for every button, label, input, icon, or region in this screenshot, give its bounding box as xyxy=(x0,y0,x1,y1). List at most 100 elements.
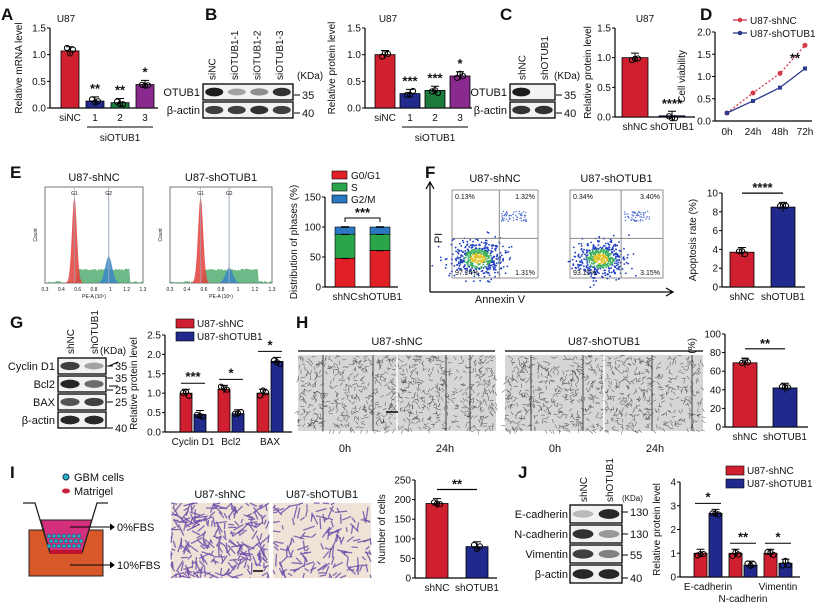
cell xyxy=(490,389,494,393)
cell xyxy=(304,373,308,377)
data-point xyxy=(453,74,461,81)
group-title: U87-shNC xyxy=(371,336,422,348)
event-dot xyxy=(512,217,515,219)
data-point xyxy=(725,110,729,115)
cell xyxy=(511,361,515,366)
cell xyxy=(607,405,610,410)
event-dot xyxy=(515,210,517,213)
cell xyxy=(501,424,506,427)
cell xyxy=(460,409,464,414)
cell xyxy=(413,354,418,358)
event-dot xyxy=(516,216,518,219)
cell xyxy=(556,430,562,432)
stained-cell xyxy=(208,511,216,518)
cell xyxy=(575,423,578,428)
event-dot xyxy=(470,260,473,263)
data-point xyxy=(262,389,270,396)
stained-cell xyxy=(291,518,295,526)
event-dot xyxy=(524,215,527,217)
cell xyxy=(463,404,467,408)
cell xyxy=(588,385,592,390)
stained-cell xyxy=(315,507,327,513)
cell xyxy=(311,355,316,358)
y-tick-label: 20 xyxy=(710,404,722,415)
cell xyxy=(359,426,365,429)
cell xyxy=(335,393,338,398)
cell xyxy=(377,406,382,408)
x-tick-label: shNC xyxy=(622,122,647,133)
cell xyxy=(336,425,341,429)
y-tick-label: 0 xyxy=(670,573,676,584)
stained-cell xyxy=(265,520,270,529)
cell xyxy=(359,361,361,366)
event-dot xyxy=(461,239,464,242)
cell xyxy=(338,378,343,382)
cell xyxy=(303,398,306,403)
cell xyxy=(626,374,628,379)
data-point xyxy=(776,202,784,210)
cell xyxy=(375,376,380,378)
event-dot xyxy=(494,249,497,252)
cell xyxy=(488,427,491,431)
cell xyxy=(668,386,673,389)
blot-j-0 xyxy=(569,504,623,524)
cell xyxy=(588,355,592,359)
event-dot xyxy=(472,280,475,283)
event-dot xyxy=(492,266,495,268)
cell xyxy=(659,394,663,397)
cell xyxy=(575,355,578,360)
event-dot xyxy=(577,242,580,245)
event-dot xyxy=(458,242,461,245)
cell xyxy=(697,413,700,418)
cell xyxy=(572,374,574,379)
cell xyxy=(374,429,379,432)
event-dot xyxy=(466,243,469,246)
cell xyxy=(381,359,384,364)
cell xyxy=(545,429,547,434)
cell xyxy=(532,400,537,403)
stained-cell xyxy=(278,567,284,576)
cell xyxy=(369,404,374,407)
cell xyxy=(495,406,498,411)
cell xyxy=(615,413,620,417)
cell xyxy=(324,357,327,362)
cell xyxy=(342,366,347,368)
cell xyxy=(696,367,700,371)
data-point xyxy=(735,551,742,558)
stained-cell xyxy=(317,563,328,572)
gbm-cell xyxy=(51,543,57,549)
event-dot xyxy=(621,268,624,270)
stained-cell xyxy=(321,526,331,538)
event-dot xyxy=(605,256,608,259)
stained-cell xyxy=(248,523,255,532)
event-dot xyxy=(460,249,463,252)
cell xyxy=(599,427,603,432)
cell xyxy=(564,430,569,432)
cell xyxy=(413,367,417,371)
event-dot xyxy=(596,253,599,256)
data-point xyxy=(470,541,478,549)
cell xyxy=(332,430,335,435)
y-tick-label: 0.5 xyxy=(347,77,361,88)
y-tick-label: 1.0 xyxy=(32,50,46,61)
cell xyxy=(636,404,641,407)
wound-image xyxy=(294,354,498,435)
stained-cell xyxy=(228,523,234,526)
event-dot xyxy=(450,243,453,246)
cell xyxy=(586,428,590,432)
event-dot xyxy=(614,243,616,246)
stained-cell xyxy=(237,528,243,535)
cell xyxy=(572,356,575,361)
event-dot xyxy=(610,239,613,242)
cell xyxy=(623,399,628,403)
stained-cell xyxy=(288,555,293,558)
event-dot xyxy=(465,280,468,283)
cell xyxy=(384,371,388,374)
stained-cell xyxy=(357,539,369,544)
event-dot xyxy=(451,239,454,242)
cell xyxy=(411,405,414,410)
stained-cell xyxy=(185,523,190,528)
stained-cell xyxy=(210,520,213,527)
